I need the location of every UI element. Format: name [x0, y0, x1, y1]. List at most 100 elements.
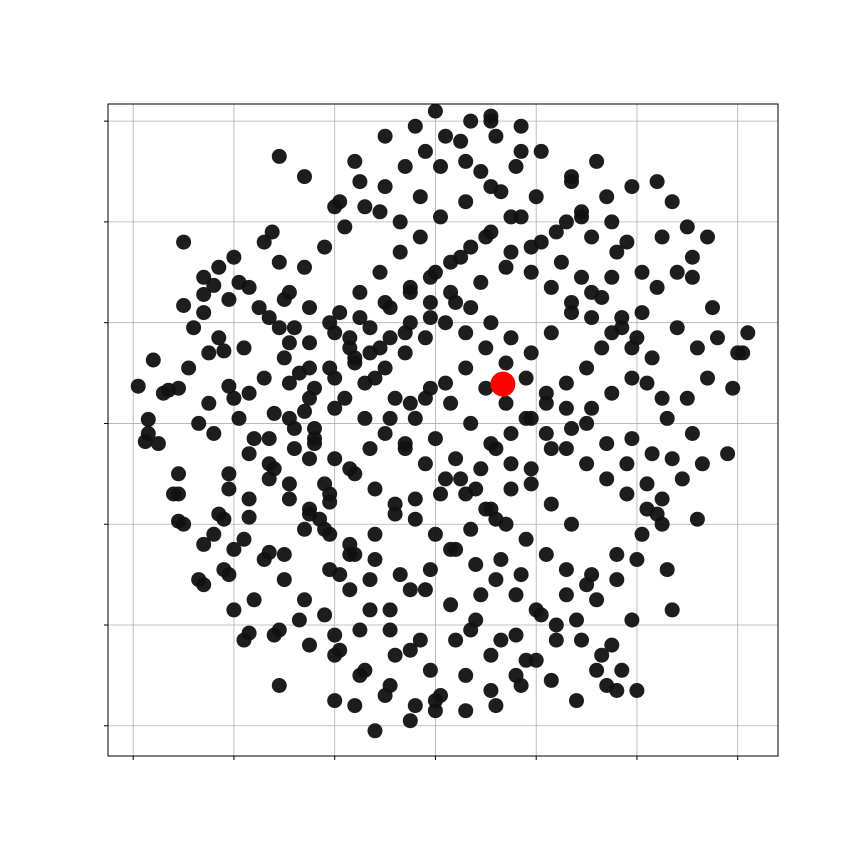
data-points — [130, 103, 756, 739]
data-point — [427, 526, 443, 542]
data-point — [337, 390, 353, 406]
data-point — [574, 209, 589, 225]
data-point — [402, 284, 418, 300]
data-point — [196, 269, 212, 285]
data-point — [604, 325, 620, 341]
data-point — [538, 385, 554, 401]
data-point — [362, 572, 378, 588]
data-point — [619, 456, 635, 472]
data-point — [256, 370, 272, 386]
data-point — [735, 345, 751, 361]
data-point — [191, 415, 207, 431]
data-point — [569, 612, 584, 628]
data-point — [689, 511, 705, 527]
data-point — [503, 244, 519, 260]
data-point — [271, 320, 287, 336]
data-point — [281, 335, 297, 351]
data-point — [186, 320, 202, 336]
data-point — [407, 511, 423, 527]
data-point — [594, 340, 610, 356]
data-point — [720, 446, 736, 462]
data-point — [387, 647, 403, 663]
data-point — [377, 688, 393, 703]
data-point — [422, 269, 438, 285]
data-point — [387, 496, 403, 512]
data-point — [417, 582, 433, 598]
data-point — [619, 486, 635, 502]
data-point — [543, 496, 559, 512]
data-point — [367, 481, 383, 497]
data-point — [674, 471, 690, 487]
data-point — [206, 526, 222, 542]
data-point — [236, 632, 252, 648]
data-point — [629, 552, 645, 567]
data-point — [297, 259, 312, 275]
data-point — [503, 481, 519, 497]
data-point — [458, 194, 474, 210]
data-point — [498, 355, 514, 371]
data-point — [589, 662, 605, 678]
data-point — [322, 486, 338, 502]
data-point — [669, 320, 685, 336]
data-point — [427, 703, 443, 719]
data-point — [392, 567, 408, 583]
data-point — [322, 526, 338, 542]
data-point — [679, 390, 695, 406]
data-point — [362, 320, 378, 336]
data-point — [226, 249, 242, 265]
data-point — [377, 426, 393, 441]
data-point — [523, 476, 539, 492]
data-point — [483, 436, 499, 452]
data-point — [362, 602, 378, 618]
data-point — [256, 552, 272, 567]
data-point — [609, 572, 625, 588]
data-point — [302, 390, 317, 406]
data-point — [357, 410, 373, 426]
data-point — [558, 375, 574, 391]
data-point — [216, 343, 232, 359]
data-point — [634, 305, 650, 321]
data-point — [171, 466, 186, 482]
data-point — [221, 466, 237, 482]
data-point — [518, 370, 534, 386]
data-point — [584, 229, 600, 245]
data-point — [453, 133, 469, 149]
data-point — [443, 254, 459, 270]
data-point — [538, 547, 554, 562]
data-point — [302, 360, 317, 376]
data-point — [458, 667, 474, 683]
data-point — [458, 325, 474, 341]
data-point — [538, 426, 554, 441]
data-point — [382, 622, 398, 638]
data-point — [307, 421, 322, 436]
data-point — [619, 234, 635, 250]
data-point — [196, 287, 212, 302]
data-point — [664, 451, 680, 467]
data-point — [402, 642, 418, 658]
data-point — [508, 627, 524, 643]
data-point — [196, 536, 212, 552]
data-point — [478, 340, 494, 356]
data-point — [140, 426, 156, 441]
data-point — [281, 491, 297, 507]
data-point — [609, 547, 625, 562]
data-point — [206, 277, 222, 293]
data-point — [271, 678, 287, 693]
data-point — [498, 395, 514, 411]
data-point — [302, 335, 317, 351]
data-point — [226, 602, 242, 618]
data-point — [397, 345, 413, 361]
data-point — [533, 143, 549, 159]
data-point — [468, 557, 484, 572]
data-point — [483, 224, 499, 240]
data-point — [725, 380, 741, 396]
data-point — [226, 390, 242, 406]
data-point — [644, 350, 660, 366]
data-point — [281, 284, 297, 300]
data-point — [211, 330, 227, 346]
data-point — [176, 516, 192, 532]
data-point — [634, 264, 650, 280]
data-point — [412, 632, 428, 648]
data-point — [624, 431, 640, 447]
data-point — [543, 279, 559, 295]
